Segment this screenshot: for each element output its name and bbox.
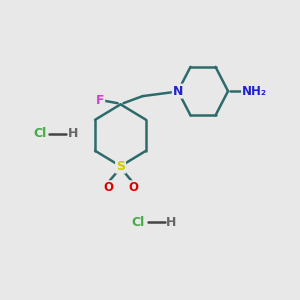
Text: N: N [173,85,183,98]
Text: O: O [128,181,138,194]
Text: Cl: Cl [132,216,145,229]
Text: O: O [103,181,113,194]
Text: H: H [68,127,78,140]
Text: NH₂: NH₂ [242,85,267,98]
Text: Cl: Cl [33,127,46,140]
Text: F: F [96,94,104,107]
Text: S: S [116,160,125,173]
Text: H: H [166,216,177,229]
